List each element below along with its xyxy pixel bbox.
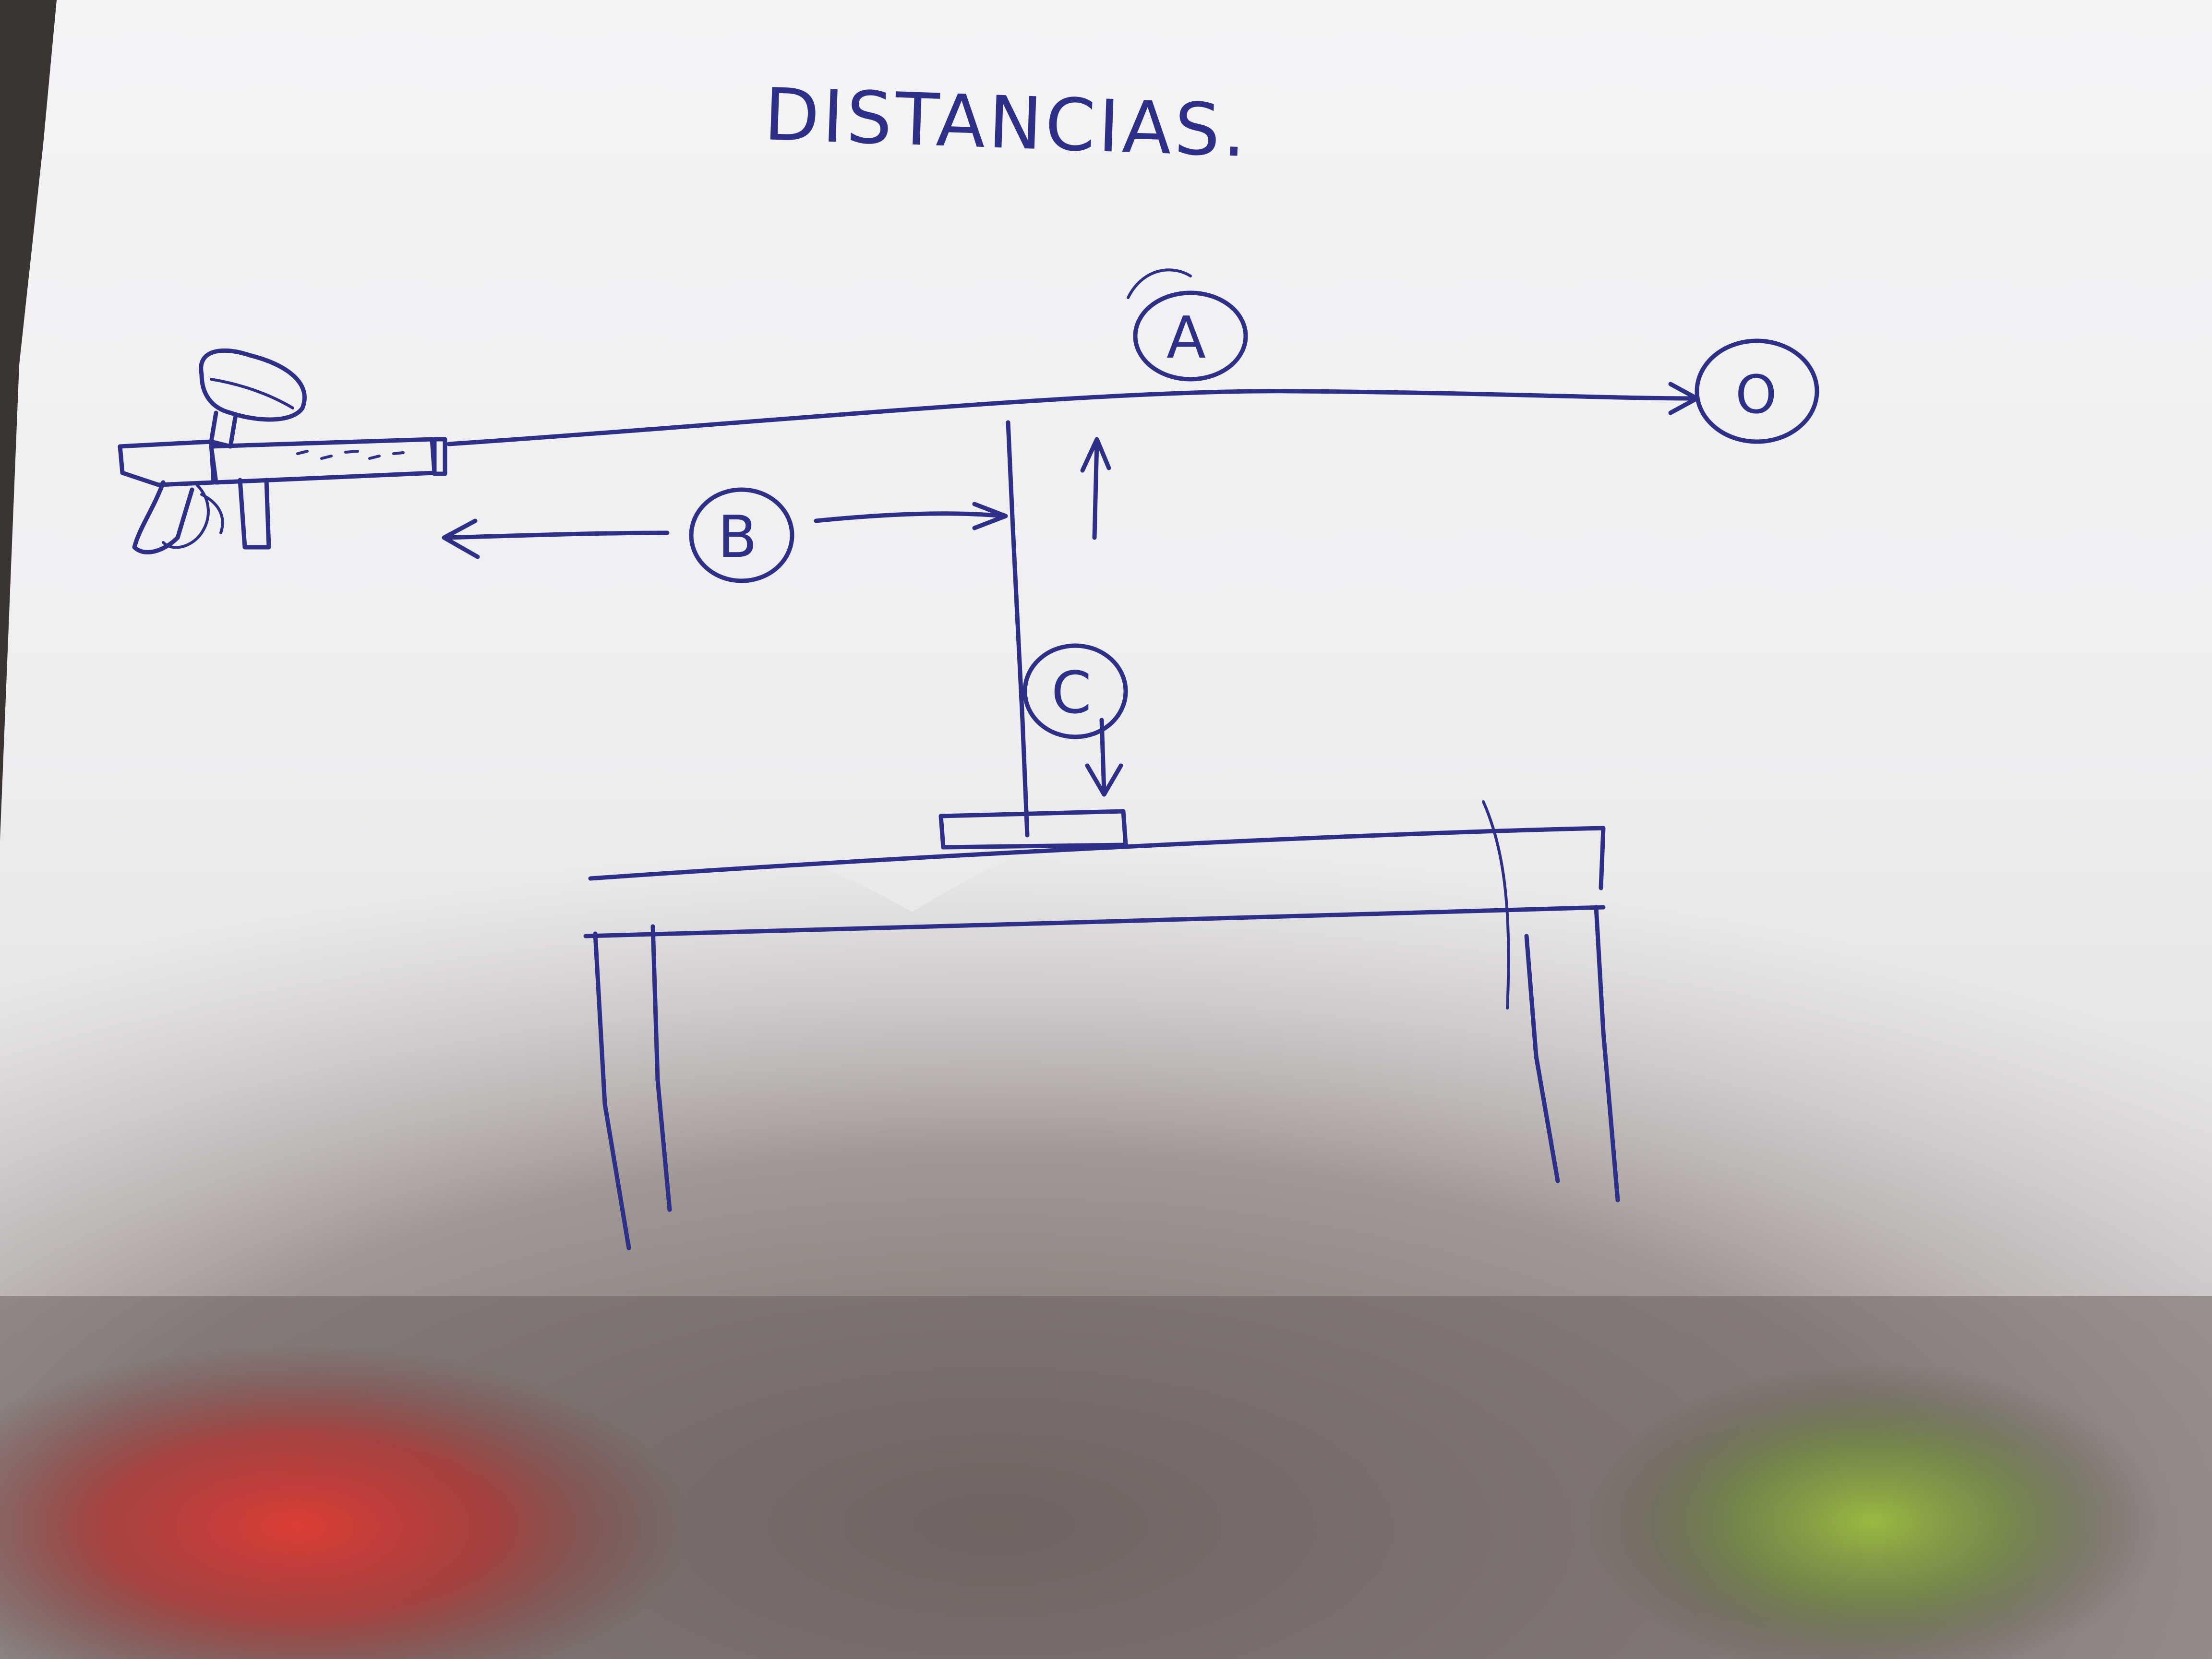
down-arrow [1085,718,1123,797]
table-drawing [583,800,1620,1250]
target-circle [1695,338,1819,444]
circle-c [1022,643,1128,739]
paintball-marker-drawing [118,348,447,554]
label-c: C [1051,660,1092,727]
circle-a [1133,290,1248,382]
distance-b-right-arrow [814,502,1008,530]
label-a: A [1166,305,1206,372]
trajectory-line-a [446,389,1697,446]
sketch-title: DISTANCIAS. [763,73,1250,173]
green-light-glow [1584,1363,2160,1659]
red-light-glow [0,1344,691,1659]
label-b: B [718,504,757,571]
circle-a-overlap [1127,268,1192,299]
distance-b-left-arrow [442,518,670,559]
target-mark: O [1735,364,1777,425]
circle-b [689,487,794,583]
vertical-post [1006,420,1030,838]
up-arrow [1080,437,1111,540]
